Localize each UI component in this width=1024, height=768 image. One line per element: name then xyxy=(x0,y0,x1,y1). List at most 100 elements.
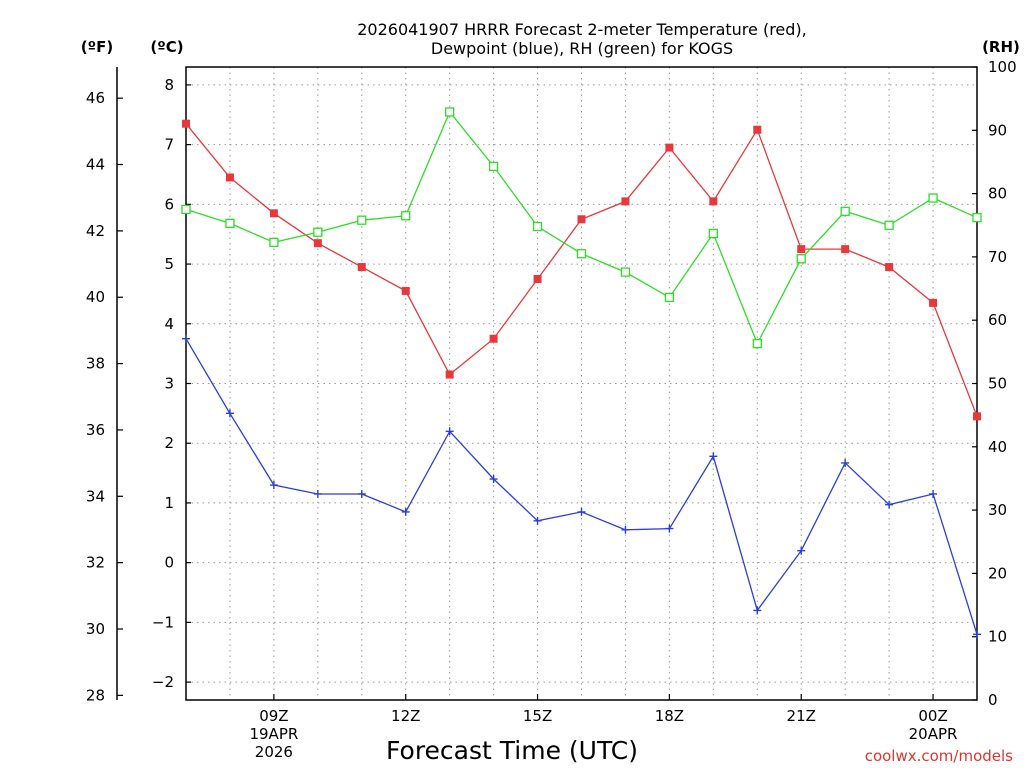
axes xyxy=(116,66,978,701)
rh-tick-label: 70 xyxy=(988,248,1007,266)
dewpoint-point xyxy=(357,489,366,498)
rh-tick-label: 30 xyxy=(988,501,1007,519)
grid-lines xyxy=(186,67,977,700)
temperature-point xyxy=(225,173,234,182)
dewpoint-point xyxy=(182,334,190,343)
fahrenheit-tick-label: 46 xyxy=(86,89,105,107)
dewpoint-point xyxy=(841,458,850,467)
fahrenheit-tick-label: 30 xyxy=(86,620,105,638)
temperature-point xyxy=(709,197,718,206)
celsius-tick-label: 1 xyxy=(164,494,174,512)
temperature-point xyxy=(401,286,410,295)
rh-point xyxy=(181,204,191,215)
rh-tick-label: 80 xyxy=(988,185,1007,203)
dewpoint-point xyxy=(665,524,674,533)
rh-tick-label: 60 xyxy=(988,311,1007,329)
rh-point xyxy=(884,220,894,230)
celsius-tick-label: 2 xyxy=(164,434,174,452)
dewpoint-point xyxy=(445,427,454,436)
fahrenheit-tick-label: 28 xyxy=(86,686,105,704)
fahrenheit-tick-label: 40 xyxy=(86,288,105,306)
x-axis-label: Forecast Time (UTC) xyxy=(386,736,638,765)
x-tick-label: 09Z xyxy=(259,707,288,725)
dewpoint-point xyxy=(973,630,981,639)
rh-tick-label: 100 xyxy=(988,58,1017,76)
temperature-point xyxy=(357,263,366,272)
temperature-point xyxy=(797,245,806,254)
fahrenheit-tick-label: 42 xyxy=(86,222,105,240)
x-tick-label: 00Z xyxy=(918,707,947,725)
temperature-point xyxy=(445,370,454,379)
fahrenheit-tick-label: 34 xyxy=(86,487,105,505)
chart-title: 2026041907 HRRR Forecast 2-meter Tempera… xyxy=(357,20,807,39)
dewpoint-point xyxy=(533,516,542,525)
fahrenheit-unit-label: (ºF) xyxy=(81,38,113,56)
rh-point xyxy=(664,292,675,303)
rh-point xyxy=(972,213,982,223)
rh-tick-label: 10 xyxy=(988,628,1007,646)
dewpoint-point xyxy=(489,475,498,484)
dewpoint-point xyxy=(709,452,718,461)
x-tick-label: 12Z xyxy=(391,707,420,725)
temperature-point xyxy=(313,239,322,248)
x-tick-label: 19APR xyxy=(249,725,298,743)
dewpoint-point xyxy=(313,489,322,498)
fahrenheit-tick-label: 38 xyxy=(86,355,105,373)
temperature-point xyxy=(753,125,762,134)
rh-point xyxy=(752,338,762,349)
rh-point xyxy=(357,215,367,225)
rh-point xyxy=(269,237,279,247)
temperature-point xyxy=(489,334,498,343)
data-series xyxy=(181,107,982,639)
temperature-point xyxy=(533,274,542,283)
rh-tick-label: 90 xyxy=(988,121,1007,139)
rh-point xyxy=(796,254,806,264)
x-tick-label: 18Z xyxy=(655,707,684,725)
rh-tick-label: 20 xyxy=(988,564,1007,582)
rh-tick-label: 40 xyxy=(988,438,1007,456)
temperature-point xyxy=(577,215,586,224)
celsius-tick-label: −1 xyxy=(152,613,174,631)
x-tick-label: 2026 xyxy=(255,743,293,761)
x-tick-label: 20APR xyxy=(909,725,958,743)
rh-point xyxy=(708,228,718,239)
fahrenheit-tick-label: 36 xyxy=(86,421,105,439)
temperature-point xyxy=(665,143,674,152)
x-tick-label: 21Z xyxy=(787,707,816,725)
celsius-tick-label: 3 xyxy=(164,375,174,393)
celsius-tick-label: −2 xyxy=(152,673,174,691)
rh-point xyxy=(532,221,543,232)
dewpoint-point xyxy=(885,500,894,509)
rh-point xyxy=(401,211,411,221)
rh-tick-label: 0 xyxy=(988,691,998,709)
chart-subtitle: Dewpoint (blue), RH (green) for KOGS xyxy=(431,39,733,58)
temperature-point xyxy=(621,197,630,206)
celsius-tick-label: 0 xyxy=(164,554,174,572)
fahrenheit-tick-label: 44 xyxy=(86,156,105,174)
dewpoint-point xyxy=(929,489,938,498)
rh-point xyxy=(620,267,631,277)
rh-point xyxy=(576,249,587,259)
temperature-point xyxy=(929,298,938,307)
rh-point xyxy=(225,218,235,229)
dewpoint-point xyxy=(753,606,762,615)
rh-tick-label: 50 xyxy=(988,375,1007,393)
rh-unit-label: (RH) xyxy=(982,38,1020,56)
rh-point xyxy=(313,227,323,237)
temperature-point xyxy=(841,245,850,254)
rh-point xyxy=(840,206,850,216)
rh-point xyxy=(488,161,499,172)
dewpoint-point xyxy=(621,525,630,534)
credit-text: coolwx.com/models xyxy=(865,747,1013,765)
temperature-point xyxy=(973,412,981,421)
celsius-unit-label: (ºC) xyxy=(150,38,183,56)
temperature-point xyxy=(269,209,278,218)
temperature-line xyxy=(185,123,978,417)
dewpoint-point xyxy=(401,507,410,516)
temperature-point xyxy=(182,119,190,128)
dewpoint-point xyxy=(269,481,278,490)
fahrenheit-tick-label: 32 xyxy=(86,554,105,572)
rh-point xyxy=(445,107,455,117)
celsius-tick-label: 7 xyxy=(164,136,174,154)
